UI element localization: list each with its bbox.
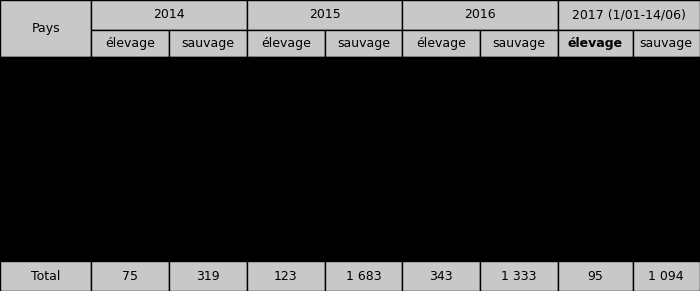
Bar (247, 261, 325, 291)
Bar (169, 261, 247, 291)
Text: 1 094: 1 094 (648, 269, 684, 283)
Bar (247, 0, 402, 30)
Bar (0, 57, 700, 261)
Bar (402, 261, 480, 291)
Text: élevage: élevage (105, 37, 155, 50)
Text: 1 683: 1 683 (346, 269, 382, 283)
Text: élevage: élevage (416, 37, 466, 50)
Text: 95: 95 (587, 269, 603, 283)
Text: 2016: 2016 (464, 8, 496, 22)
Bar (0, 0, 91, 57)
Text: sauvage: sauvage (640, 37, 693, 50)
Bar (402, 30, 480, 57)
Bar (325, 30, 402, 57)
Bar (480, 261, 558, 291)
Bar (91, 261, 169, 291)
Text: élevage: élevage (261, 37, 311, 50)
Text: Total: Total (31, 269, 60, 283)
Text: 2017 (1/01-14/06): 2017 (1/01-14/06) (572, 8, 686, 22)
Bar (247, 30, 325, 57)
Bar (633, 30, 700, 57)
Bar (633, 261, 700, 291)
Bar (91, 30, 169, 57)
Bar (558, 30, 633, 57)
Text: élevage: élevage (568, 37, 623, 50)
Text: 343: 343 (429, 269, 453, 283)
Bar (91, 0, 247, 30)
Bar (558, 0, 700, 30)
Text: 2015: 2015 (309, 8, 340, 22)
Text: 75: 75 (122, 269, 138, 283)
Text: sauvage: sauvage (181, 37, 235, 50)
Text: 123: 123 (274, 269, 298, 283)
Bar (0, 261, 91, 291)
Text: 1 333: 1 333 (501, 269, 537, 283)
Text: sauvage: sauvage (493, 37, 545, 50)
Bar (169, 30, 247, 57)
Bar (325, 261, 402, 291)
Text: sauvage: sauvage (337, 37, 390, 50)
Text: 2014: 2014 (153, 8, 185, 22)
Bar (480, 30, 558, 57)
Text: Pays: Pays (32, 22, 60, 35)
Bar (402, 0, 558, 30)
Text: 319: 319 (196, 269, 220, 283)
Bar (558, 261, 633, 291)
